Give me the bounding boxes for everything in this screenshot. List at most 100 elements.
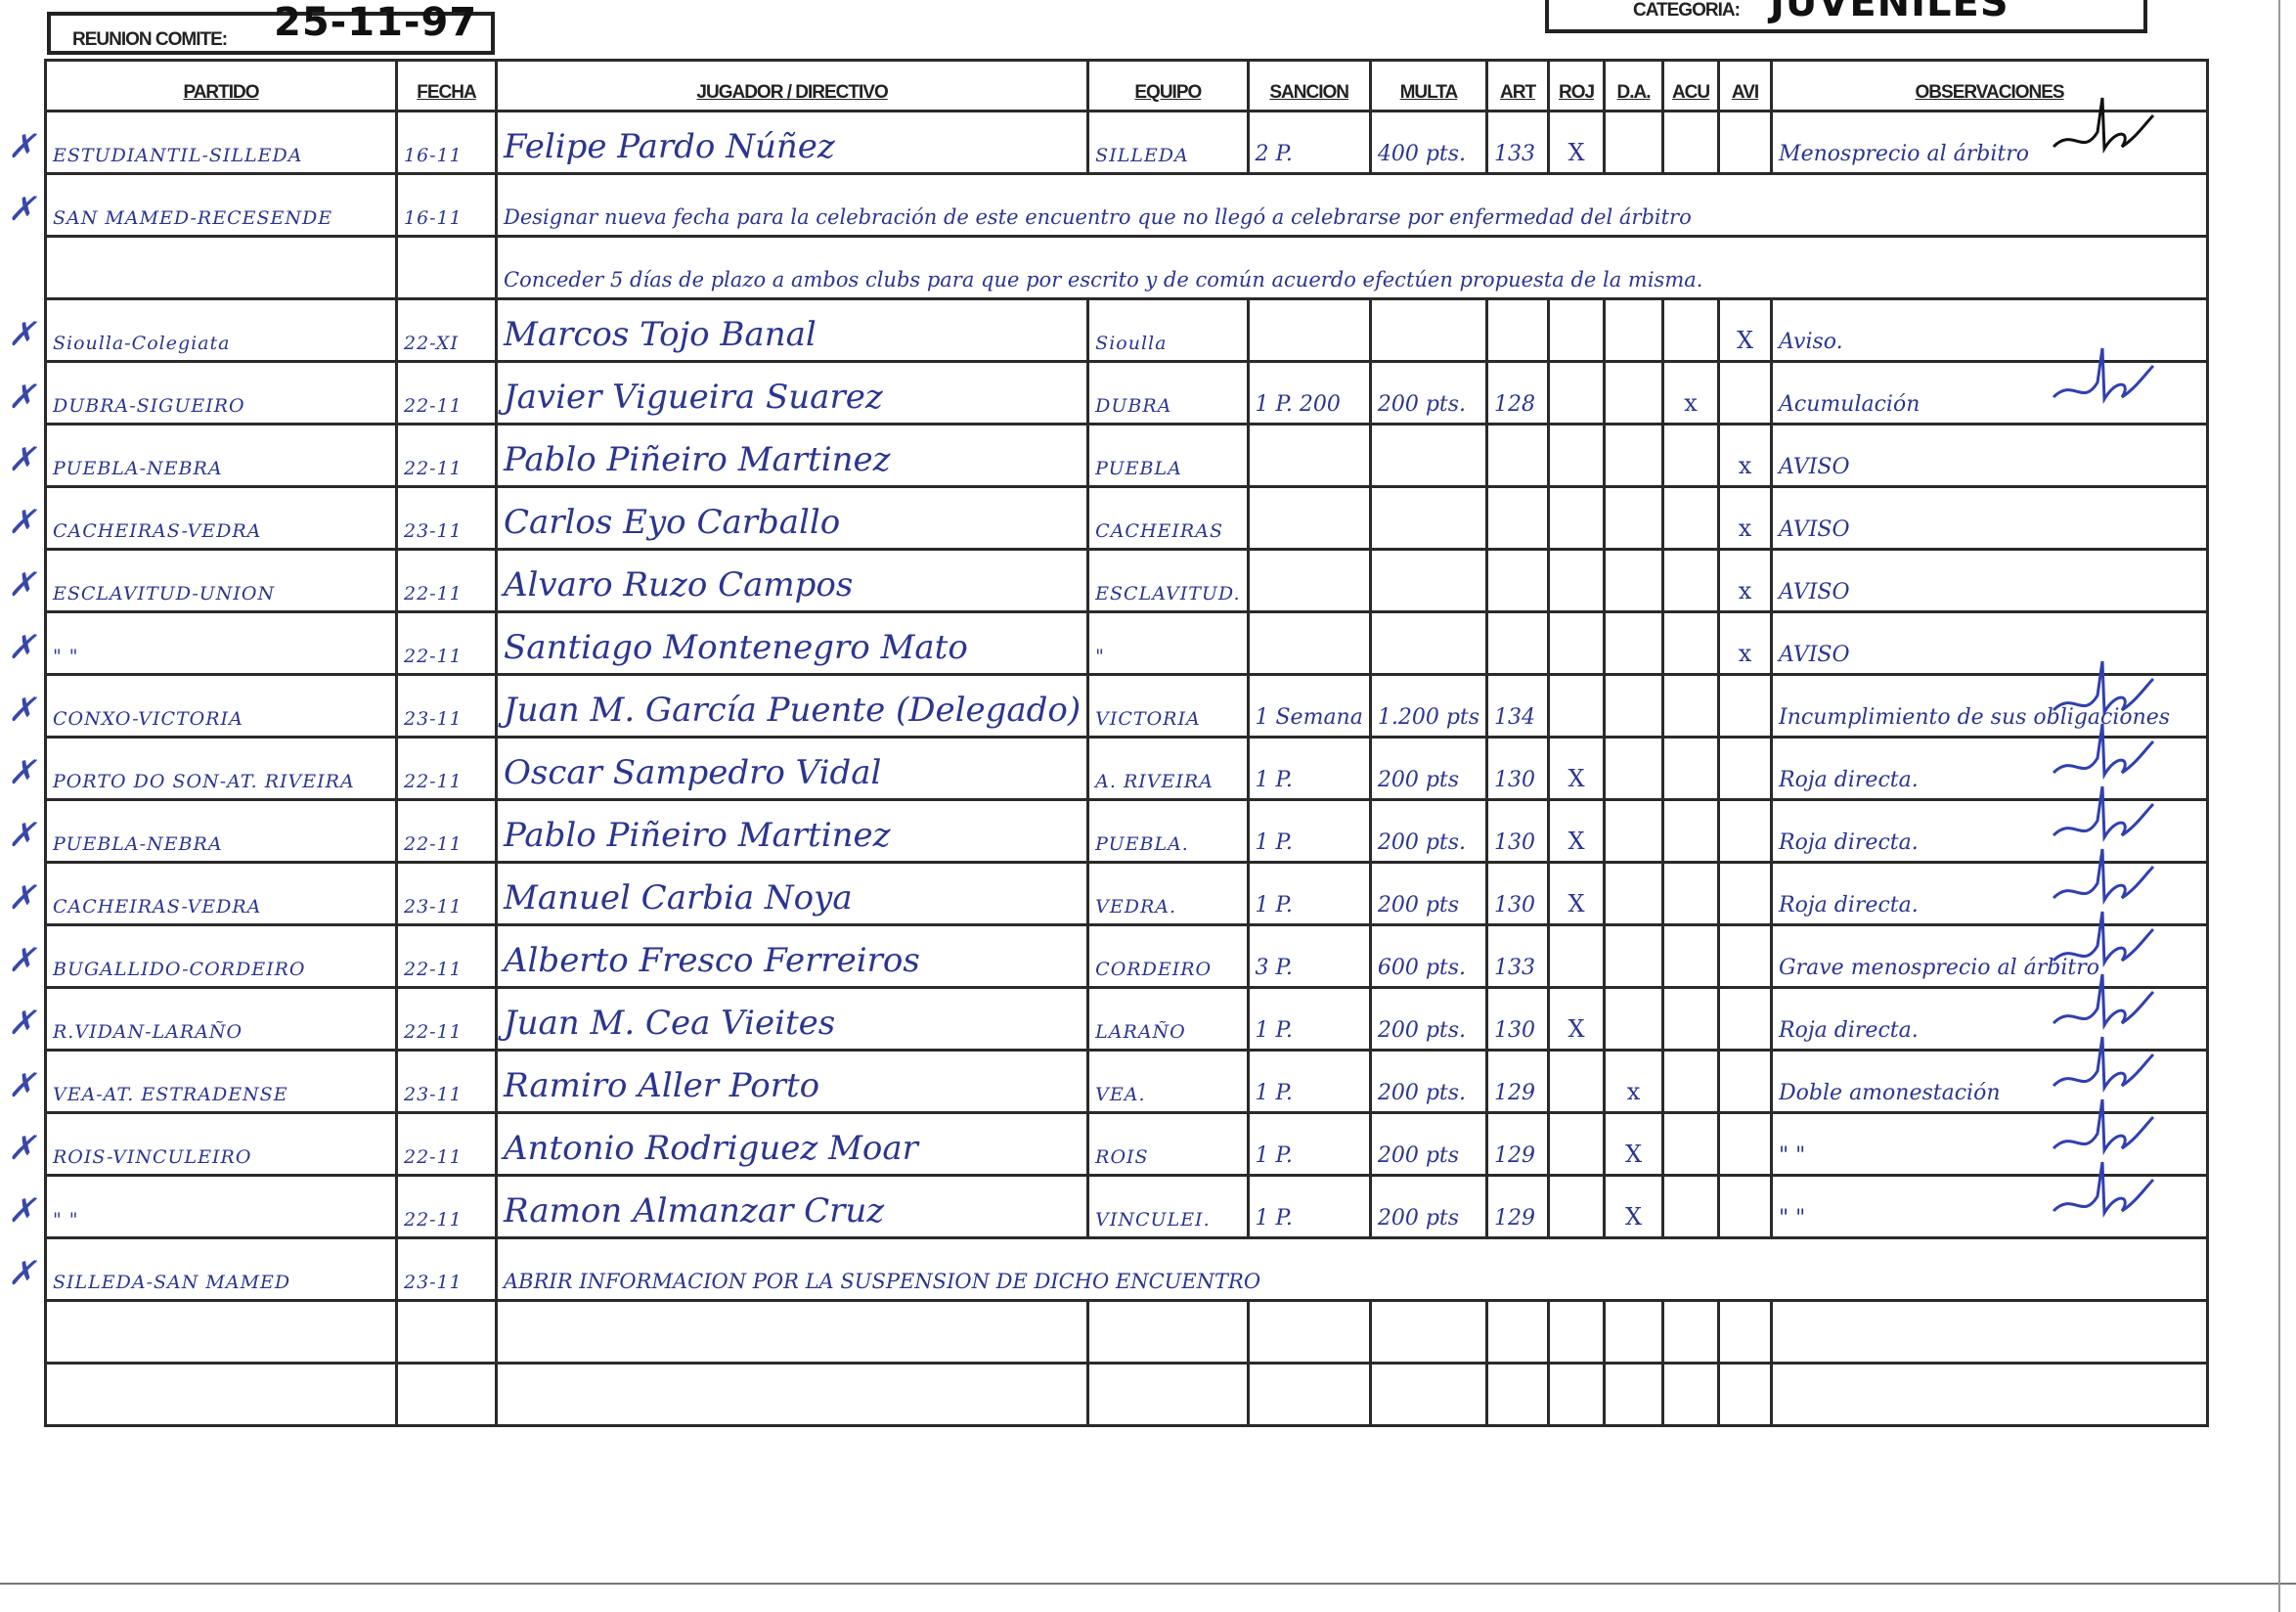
meeting-header: REUNION COMITE: 25-11-97 — [47, 0, 495, 55]
cell-art: 130 — [1485, 736, 1551, 801]
cell-art — [1485, 485, 1551, 551]
cell-equipo: VEA. — [1086, 1049, 1250, 1114]
table-row: ESTUDIANTIL-SILLEDA 16-11 Felipe Pardo Núñ… — [44, 110, 2210, 175]
cell-equipo: DUBRA — [1086, 360, 1250, 425]
cell-fecha: 22-11 — [395, 736, 498, 801]
cell-art — [1485, 423, 1551, 488]
cell-jugador: Pablo Piñeiro Martinez — [494, 798, 1090, 864]
cell-sancion — [1246, 1299, 1372, 1365]
cell-equipo: PUEBLA. — [1086, 798, 1250, 864]
cell-sancion — [1246, 423, 1372, 488]
cell-jugador: Ramon Almanzar Cruz — [494, 1174, 1090, 1239]
checked-mark-icon: ✗ — [8, 127, 36, 166]
cell-avi — [1717, 986, 1774, 1052]
cell-fecha: 22-11 — [395, 610, 498, 676]
cell-art: 130 — [1485, 861, 1551, 926]
cell-art: 129 — [1485, 1174, 1551, 1239]
cell-fecha: 23-11 — [395, 861, 498, 926]
cell-equipo: VICTORIA — [1086, 673, 1250, 739]
cell-fecha: 22-11 — [395, 548, 498, 613]
checked-mark-icon: ✗ — [8, 941, 36, 980]
checked-mark-icon: ✗ — [8, 1129, 36, 1168]
page-edge — [0, 1583, 2296, 1585]
cell-multa: 200 pts — [1368, 1174, 1489, 1239]
cell-partido: CACHEIRAS-VEDRA — [44, 861, 398, 926]
cell-partido: PORTO DO SON-AT. RIVEIRA — [44, 736, 398, 801]
cell-partido: " " — [44, 610, 398, 676]
cell-jugador: Antonio Rodriguez Moar — [494, 1111, 1090, 1177]
cell-partido: SAN MAMED-RECESENDE — [44, 172, 398, 238]
checked-mark-icon: ✗ — [8, 190, 36, 229]
column-header-sancion: SANCION — [1246, 59, 1372, 112]
table-row: CACHEIRAS-VEDRA 23-11 Carlos Eyo Carballo C… — [44, 485, 2210, 551]
cell-observaciones: Roja directa. — [1770, 798, 2210, 864]
cell-da — [1603, 360, 1665, 425]
cell-equipo: ESCLAVITUD. — [1086, 548, 1250, 613]
signature-icon — [2052, 785, 2155, 843]
cell-acu — [1661, 610, 1721, 676]
cell-observaciones: " " — [1770, 1111, 2210, 1177]
cell-equipo: CORDEIRO — [1086, 923, 1250, 989]
cell-note: Designar nueva fecha para la celebración… — [494, 172, 2210, 238]
cell-observaciones: Incumplimiento de sus obligaciones — [1770, 673, 2210, 739]
cell-da — [1603, 548, 1665, 613]
cell-equipo: SILLEDA — [1086, 110, 1250, 175]
cell-jugador: Juan M. Cea Vieites — [494, 986, 1090, 1052]
cell-fecha: 23-11 — [395, 485, 498, 551]
checked-mark-icon: ✗ — [8, 503, 36, 542]
cell-avi: x — [1717, 485, 1774, 551]
cell-multa: 200 pts. — [1368, 1049, 1489, 1114]
cell-partido: R.VIDAN-LARAÑO — [44, 986, 398, 1052]
cell-observaciones: Grave menosprecio al árbitro — [1770, 923, 2210, 989]
cell-da — [1603, 1299, 1665, 1365]
cell-equipo: " — [1086, 610, 1250, 676]
cell-acu — [1661, 798, 1721, 864]
cell-partido: BUGALLIDO-CORDEIRO — [44, 923, 398, 989]
cell-art: 130 — [1485, 798, 1551, 864]
cell-observaciones: Roja directa. — [1770, 736, 2210, 801]
table-row: ESCLAVITUD-UNION 22-11 Alvaro Ruzo Campos E… — [44, 548, 2210, 613]
column-header-fecha: FECHA — [395, 59, 498, 112]
cell-roj: X — [1547, 861, 1607, 926]
cell-observaciones: Roja directa. — [1770, 861, 2210, 926]
cell-fecha: 23-11 — [395, 1236, 498, 1302]
column-header-roj: ROJ — [1547, 59, 1607, 112]
cell-roj — [1547, 673, 1607, 739]
column-header-da: D.A. — [1603, 59, 1665, 112]
column-header-observaciones: OBSERVACIONES — [1770, 59, 2210, 112]
cell-partido: Sioulla-Colegiata — [44, 297, 398, 363]
cell-sancion: 1 P. — [1246, 736, 1372, 801]
cell-fecha: 22-11 — [395, 423, 498, 488]
table-row: BUGALLIDO-CORDEIRO 22-11 Alberto Fresco Fe… — [44, 923, 2210, 989]
cell-sancion — [1246, 297, 1372, 363]
cell-multa: 200 pts. — [1368, 986, 1489, 1052]
cell-da — [1603, 610, 1665, 676]
cell-multa — [1368, 548, 1489, 613]
cell-note: ABRIR INFORMACION POR LA SUSPENSION DE D… — [494, 1236, 2210, 1302]
cell-acu — [1661, 548, 1721, 613]
cell-observaciones: AVISO — [1770, 423, 2210, 488]
table-row — [44, 1299, 2210, 1365]
cell-roj — [1547, 1174, 1607, 1239]
cell-partido: " " — [44, 1174, 398, 1239]
cell-da — [1603, 485, 1665, 551]
cell-acu — [1661, 1299, 1721, 1365]
cell-fecha: 22-XI — [395, 297, 498, 363]
signature-icon — [2052, 911, 2155, 968]
cell-da — [1603, 923, 1665, 989]
cell-avi — [1717, 1049, 1774, 1114]
cell-acu — [1661, 1362, 1721, 1427]
cell-fecha — [395, 235, 498, 300]
cell-jugador: Oscar Sampedro Vidal — [494, 736, 1090, 801]
cell-art: 130 — [1485, 986, 1551, 1052]
cell-equipo: ROIS — [1086, 1111, 1250, 1177]
column-header-jugador: JUGADOR / DIRECTIVO — [494, 59, 1090, 112]
checked-mark-icon: ✗ — [8, 628, 36, 667]
cell-jugador: Alvaro Ruzo Campos — [494, 548, 1090, 613]
cell-sancion: 1 P. 200 — [1246, 360, 1372, 425]
cell-avi — [1717, 798, 1774, 864]
cell-observaciones: Acumulación — [1770, 360, 2210, 425]
cell-roj — [1547, 1049, 1607, 1114]
cell-da — [1603, 297, 1665, 363]
cell-avi — [1717, 1111, 1774, 1177]
